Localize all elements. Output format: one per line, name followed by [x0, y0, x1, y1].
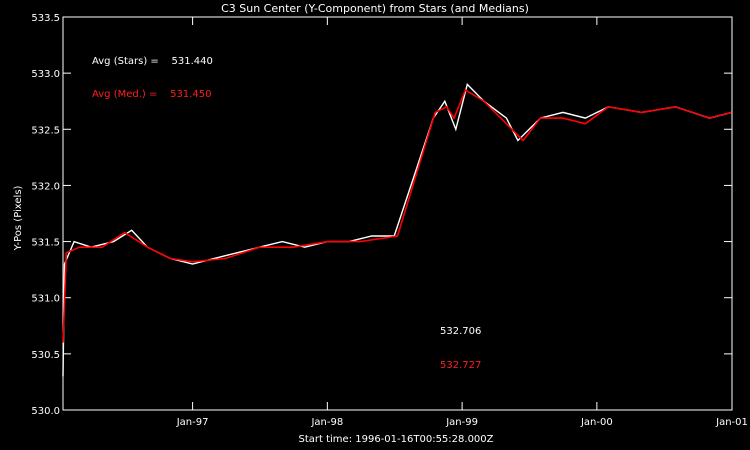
- series-layer: [62, 83, 732, 377]
- x-tick-label: Jan-00: [580, 417, 613, 428]
- x-tick-label: Jan-99: [445, 417, 478, 428]
- y-tick-label: 533.5: [31, 13, 60, 24]
- avg-stars-annotation: Avg (Stars) = 531.440: [92, 56, 213, 67]
- x-tick-label: Jan-98: [310, 417, 343, 428]
- x-tick-label: Jan-01: [715, 417, 748, 428]
- y-tick-label: 533.0: [31, 69, 60, 80]
- chart-title: C3 Sun Center (Y-Component) from Stars (…: [221, 2, 529, 15]
- y-tick-label: 532.0: [31, 181, 60, 192]
- x-axis-label: Start time: 1996-01-16T00:55:28.000Z: [299, 434, 494, 445]
- final-stars-annotation: 532.706: [440, 326, 481, 337]
- y-tick-label: 532.5: [31, 125, 60, 136]
- y-tick-label: 531.5: [31, 238, 60, 249]
- stars-series-line: [62, 83, 732, 377]
- final-med-annotation: 532.727: [440, 360, 481, 371]
- avg-med-annotation: Avg (Med.) = 531.450: [92, 89, 211, 100]
- y-axis: 530.0 530.5 531.0 531.5 532.0 532.5 533.0 533.5: [31, 13, 732, 417]
- y-tick-label: 530.0: [31, 406, 60, 417]
- y-tick-label: 530.5: [31, 350, 60, 361]
- medians-series-line: [62, 88, 732, 343]
- y-tick-label: 531.0: [31, 294, 60, 305]
- y-axis-label: Y-Pos (Pixels): [13, 185, 24, 251]
- x-tick-label: Jan-97: [176, 417, 209, 428]
- x-axis: Jan-97 Jan-98 Jan-99 Jan-00 Jan-01: [176, 17, 748, 428]
- plot-frame: [62, 16, 733, 411]
